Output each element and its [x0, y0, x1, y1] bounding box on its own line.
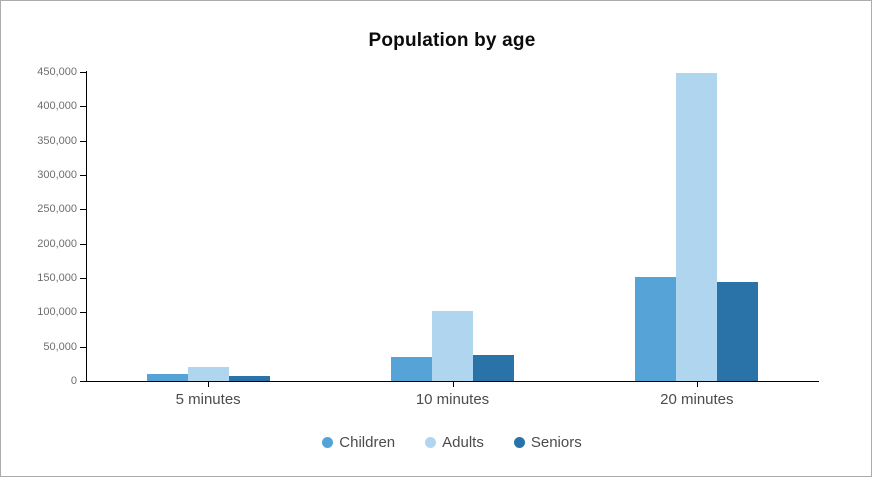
x-tick-5-minutes	[208, 381, 210, 387]
y-tick-300,000	[80, 175, 86, 176]
y-tick-label-300,000: 300,000	[37, 169, 77, 181]
y-tick-450,000	[80, 72, 86, 73]
y-tick-label-400,000: 400,000	[37, 100, 77, 113]
category-label-10-minutes: 10 minutes	[415, 391, 490, 408]
legend-label-seniors: Seniors	[530, 434, 582, 451]
y-tick-50,000	[80, 346, 86, 348]
legend-item-children[interactable]: Children	[322, 434, 395, 451]
y-tick-label-250,000: 250,000	[37, 203, 77, 216]
y-tick-label-100,000: 100,000	[37, 306, 77, 319]
legend-dot-adults-icon	[425, 437, 437, 448]
legend-item-adults[interactable]: Adults	[425, 434, 484, 451]
bar-adults-5-minutes[interactable]	[187, 367, 229, 381]
chart-title: Population by age	[368, 30, 536, 51]
category-label-20-minutes: 20 minutes	[660, 391, 734, 408]
y-tick-0	[80, 381, 86, 382]
bar-children-20-minutes[interactable]	[635, 277, 677, 381]
legend-dot-children-icon	[322, 437, 334, 448]
y-tick-label-450,000: 450,000	[37, 66, 77, 78]
y-tick-label-150,000: 150,000	[37, 272, 77, 284]
x-tick-20-minutes	[696, 381, 698, 387]
legend: Children Adults Seniors	[86, 434, 818, 451]
y-tick-250,000	[80, 209, 86, 211]
y-tick-350,000	[80, 140, 86, 142]
y-tick-150,000	[80, 278, 86, 279]
bar-seniors-10-minutes[interactable]	[473, 355, 514, 381]
legend-item-seniors[interactable]: Seniors	[513, 434, 582, 451]
bar-children-5-minutes[interactable]	[146, 374, 188, 381]
bar-children-10-minutes[interactable]	[391, 357, 432, 381]
y-tick-200,000	[80, 243, 86, 245]
y-axis-line	[86, 71, 87, 381]
bar-adults-10-minutes[interactable]	[432, 311, 473, 381]
y-tick-100,000	[80, 312, 86, 314]
y-tick-label-50,000: 50,000	[43, 340, 77, 353]
y-tick-label-350,000: 350,000	[37, 134, 77, 147]
y-tick-label-0: 0	[70, 375, 77, 387]
legend-label-children: Children	[339, 434, 396, 451]
legend-label-adults: Adults	[442, 434, 484, 451]
y-tick-label-200,000: 200,000	[37, 237, 77, 250]
bar-seniors-5-minutes[interactable]	[228, 376, 270, 381]
legend-dot-seniors-icon	[513, 437, 525, 448]
x-tick-10-minutes	[452, 381, 454, 387]
bar-adults-20-minutes[interactable]	[676, 73, 718, 381]
bar-seniors-20-minutes[interactable]	[717, 282, 759, 381]
y-tick-400,000	[80, 106, 86, 108]
category-label-5-minutes: 5 minutes	[175, 391, 241, 408]
